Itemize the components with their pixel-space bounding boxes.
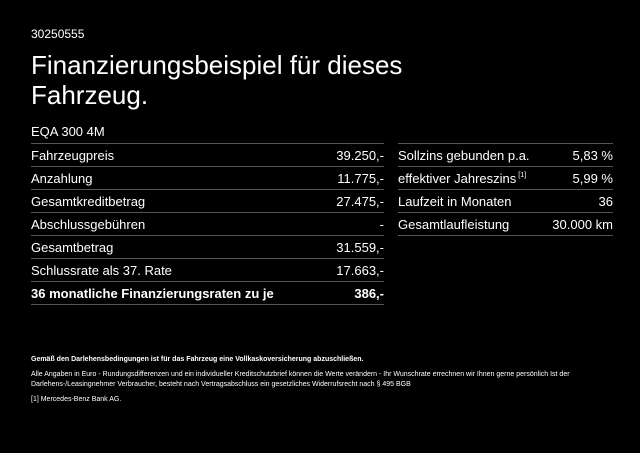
row-label: Fahrzeugpreis	[31, 147, 115, 163]
row-label: Gesamtkreditbetrag	[31, 193, 146, 209]
row-value: 5,83 %	[572, 147, 613, 163]
row-label: Laufzeit in Monaten	[398, 194, 511, 209]
table-row: Gesamtbetrag 31.559,-	[31, 235, 384, 258]
table-row: Schlussrate als 37. Rate 17.663,-	[31, 258, 384, 281]
table-row: Sollzins gebunden p.a. 5,83 %	[398, 143, 613, 166]
table-row: Gesamtlaufleistung 30.000 km	[398, 212, 613, 236]
row-value: 11.775,-	[337, 170, 384, 186]
row-label: Schlussrate als 37. Rate	[31, 262, 172, 278]
monthly-rate-row: 36 monatliche Finanzierungsraten zu je 3…	[31, 281, 384, 305]
row-label: Gesamtbetrag	[31, 239, 114, 255]
footnote: [1] Mercedes-Benz Bank AG.	[31, 395, 122, 403]
row-value: 5,99 %	[572, 170, 613, 186]
row-value: 27.475,-	[336, 193, 384, 209]
row-label: Gesamtlaufleistung	[398, 217, 509, 232]
row-label: effektiver Jahreszins [1]	[398, 171, 526, 186]
financing-details-table: Fahrzeugpreis 39.250,- Anzahlung 11.775,…	[31, 143, 384, 305]
interest-details-table: Sollzins gebunden p.a. 5,83 % effektiver…	[398, 143, 613, 236]
table-row: Gesamtkreditbetrag 27.475,-	[31, 189, 384, 212]
row-value: 39.250,-	[336, 147, 384, 163]
legal-notes: Gemäß den Darlehensbedingungen ist für d…	[31, 355, 611, 405]
table-row: Fahrzeugpreis 39.250,-	[31, 143, 384, 166]
row-label-text: Gesamtlaufleistung	[398, 216, 510, 232]
row-value: 36	[598, 193, 613, 209]
row-label: Sollzins gebunden p.a.	[398, 148, 530, 163]
row-value: 30.000 km	[552, 216, 613, 232]
row-label-text: Sollzins gebunden p.a.	[398, 147, 530, 163]
table-row: Laufzeit in Monaten 36	[398, 189, 613, 212]
row-value: 386,-	[354, 285, 384, 301]
row-label: Anzahlung	[31, 170, 93, 186]
insurance-note: Gemäß den Darlehensbedingungen ist für d…	[31, 356, 364, 363]
vehicle-model: EQA 300 4M	[31, 124, 105, 139]
table-row: effektiver Jahreszins [1] 5,99 %	[398, 166, 613, 189]
row-value: 31.559,-	[336, 239, 384, 255]
table-row: Abschlussgebühren -	[31, 212, 384, 235]
row-label-text: effektiver Jahreszins	[398, 170, 517, 186]
footnote-marker: [1]	[518, 172, 527, 180]
page-title: Finanzierungsbeispiel für dieses Fahrzeu…	[31, 50, 403, 110]
row-label: Abschlussgebühren	[31, 216, 146, 232]
disclaimer-note: Alle Angaben in Euro - Rundungsdifferenz…	[31, 370, 570, 389]
row-value: 17.663,-	[336, 262, 384, 278]
row-label: 36 monatliche Finanzierungsraten zu je	[31, 285, 274, 301]
reference-number: 30250555	[31, 27, 85, 41]
table-row: Anzahlung 11.775,-	[31, 166, 384, 189]
row-label-text: Laufzeit in Monaten	[398, 193, 512, 209]
row-value: -	[379, 216, 384, 232]
